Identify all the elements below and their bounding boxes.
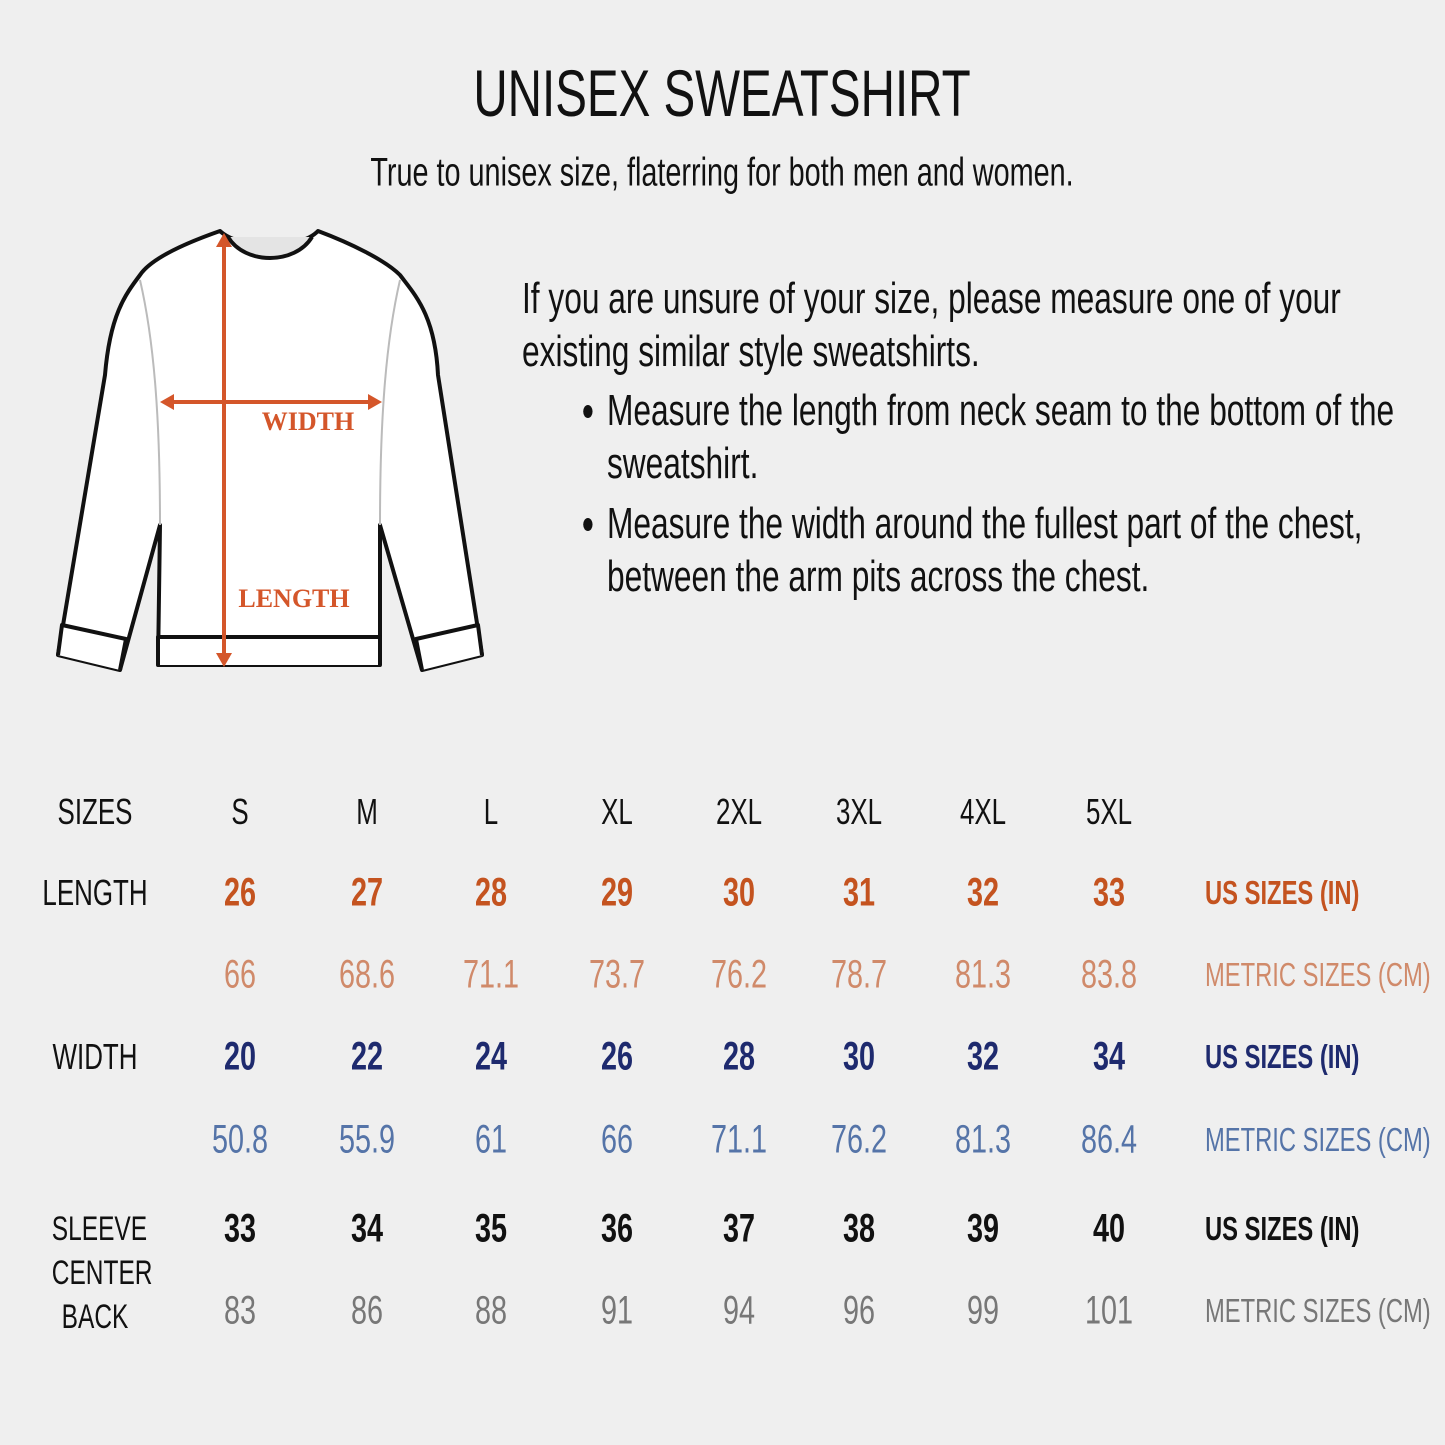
instruction-bullet: Measure the length from neck seam to the… [607, 384, 1415, 490]
us-value: 33 [223, 1206, 257, 1251]
us-unit-label: US SIZES (IN) [1205, 1038, 1360, 1075]
metric-value: 78.7 [830, 952, 888, 997]
sizes-header: SIZES [57, 791, 133, 832]
metric-unit-label: METRIC SIZES (CM) [1205, 956, 1431, 993]
metric-value: 83 [223, 1288, 257, 1333]
us-unit-label: US SIZES (IN) [1205, 1210, 1360, 1247]
us-value: 30 [842, 1034, 876, 1079]
metric-value: 76.2 [710, 952, 768, 997]
length-label: LENGTH [238, 584, 349, 613]
metric-value: 91 [600, 1288, 634, 1333]
metric-value: 61 [474, 1117, 508, 1162]
measuring-instructions: If you are unsure of your size, please m… [522, 272, 1415, 610]
metric-value: 50.8 [211, 1117, 269, 1162]
us-value: 37 [722, 1206, 756, 1251]
size-header-xl: XL [601, 791, 633, 832]
size-header-l: L [483, 791, 499, 832]
metric-value: 76.2 [830, 1117, 888, 1162]
row-label: WIDTH [52, 1036, 138, 1077]
size-header-5xl: 5XL [1085, 791, 1133, 832]
metric-value: 55.9 [338, 1117, 396, 1162]
us-value: 27 [350, 870, 384, 915]
us-value: 32 [966, 870, 1000, 915]
us-value: 39 [966, 1206, 1000, 1251]
us-value: 34 [350, 1206, 384, 1251]
instruction-bullet: Measure the width around the fullest par… [607, 497, 1415, 603]
us-value: 40 [1092, 1206, 1126, 1251]
page-subtitle: True to unisex size, flaterring for both… [370, 150, 1074, 195]
us-value: 35 [474, 1206, 508, 1251]
us-value: 28 [474, 870, 508, 915]
us-value: 26 [223, 870, 257, 915]
metric-value: 73.7 [588, 952, 646, 997]
sweatshirt-diagram-icon: WIDTH LENGTH [56, 229, 484, 672]
row-label: LENGTH [42, 872, 148, 913]
us-value: 20 [223, 1034, 257, 1079]
us-value: 30 [722, 870, 756, 915]
us-value: 33 [1092, 870, 1126, 915]
metric-value: 96 [842, 1288, 876, 1333]
row-label: SLEEVE CENTER BACK [51, 1210, 153, 1336]
size-header-3xl: 3XL [835, 791, 883, 832]
us-value: 24 [474, 1034, 508, 1079]
size-header-m: M [356, 791, 378, 832]
us-value: 38 [842, 1206, 876, 1251]
us-value: 29 [600, 870, 634, 915]
size-header-4xl: 4XL [959, 791, 1007, 832]
metric-value: 81.3 [954, 952, 1012, 997]
metric-value: 88 [474, 1288, 508, 1333]
metric-value: 99 [966, 1288, 1000, 1333]
metric-value: 68.6 [338, 952, 396, 997]
metric-value: 83.8 [1080, 952, 1138, 997]
metric-value: 66 [600, 1117, 634, 1162]
metric-unit-label: METRIC SIZES (CM) [1205, 1292, 1431, 1329]
us-value: 36 [600, 1206, 634, 1251]
us-value: 32 [966, 1034, 1000, 1079]
us-value: 26 [600, 1034, 634, 1079]
instructions-intro: If you are unsure of your size, please m… [522, 274, 1341, 376]
size-header-s: S [231, 791, 249, 832]
metric-value: 94 [722, 1288, 756, 1333]
us-value: 34 [1092, 1034, 1126, 1079]
metric-value: 101 [1084, 1288, 1134, 1333]
size-header-2xl: 2XL [715, 791, 763, 832]
us-unit-label: US SIZES (IN) [1205, 874, 1360, 911]
metric-value: 86.4 [1080, 1117, 1138, 1162]
us-value: 22 [350, 1034, 384, 1079]
us-value: 31 [842, 870, 876, 915]
metric-value: 71.1 [462, 952, 520, 997]
page-title: UNISEX SWEATSHIRT [473, 56, 971, 130]
metric-value: 71.1 [710, 1117, 768, 1162]
metric-value: 86 [350, 1288, 384, 1333]
width-label: WIDTH [262, 407, 354, 436]
us-value: 28 [722, 1034, 756, 1079]
metric-value: 66 [223, 952, 257, 997]
metric-value: 81.3 [954, 1117, 1012, 1162]
metric-unit-label: METRIC SIZES (CM) [1205, 1121, 1431, 1158]
